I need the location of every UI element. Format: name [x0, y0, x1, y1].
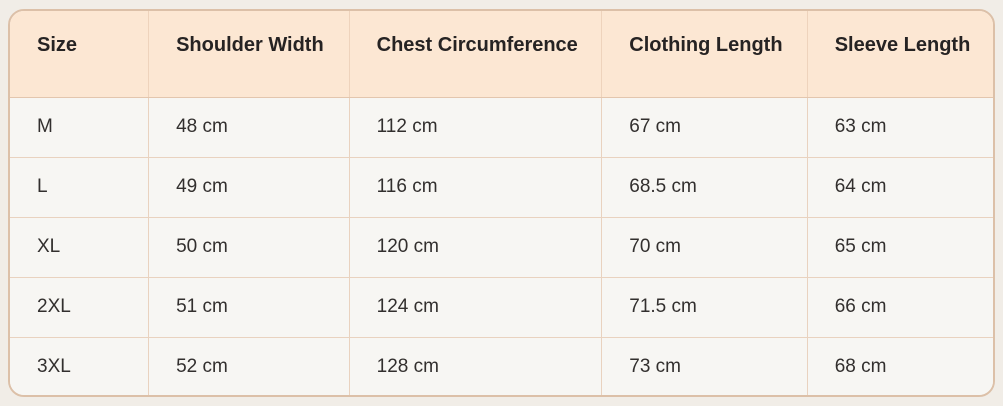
- measurement-cell: 68 cm: [807, 337, 993, 395]
- size-chart: Size Shoulder Width Chest Circumference Clo…: [8, 9, 995, 397]
- column-header: Sleeve Length: [807, 11, 993, 98]
- measurement-cell: 120 cm: [349, 217, 603, 278]
- table-body: M 48 cm 112 cm 67 cm 63 cm L 49 cm 116 cm 68.5 c…: [10, 97, 993, 395]
- column-header: Clothing Length: [601, 11, 808, 98]
- measurement-cell: 64 cm: [807, 157, 993, 218]
- measurement-cell: 65 cm: [807, 217, 993, 278]
- size-cell: 2XL: [10, 277, 150, 338]
- size-cell: M: [10, 97, 150, 158]
- measurement-cell: 68.5 cm: [601, 157, 808, 218]
- measurement-cell: 50 cm: [148, 217, 350, 278]
- column-header: Chest Circumference: [349, 11, 603, 98]
- measurement-cell: 49 cm: [148, 157, 350, 218]
- size-cell: 3XL: [10, 337, 150, 395]
- measurement-cell: 73 cm: [601, 337, 808, 395]
- measurement-cell: 128 cm: [349, 337, 603, 395]
- size-chart-table: Size Shoulder Width Chest Circumference Clo…: [10, 11, 993, 395]
- measurement-cell: 112 cm: [349, 97, 603, 158]
- column-header: Size: [10, 11, 150, 98]
- measurement-cell: 116 cm: [349, 157, 603, 218]
- measurement-cell: 51 cm: [148, 277, 350, 338]
- table-row: 3XL 52 cm 128 cm 73 cm 68 cm: [10, 337, 993, 395]
- column-header: Shoulder Width: [148, 11, 350, 98]
- measurement-cell: 124 cm: [349, 277, 603, 338]
- table-row: M 48 cm 112 cm 67 cm 63 cm: [10, 97, 993, 158]
- table-row: L 49 cm 116 cm 68.5 cm 64 cm: [10, 157, 993, 218]
- header-row: Size Shoulder Width Chest Circumference Clo…: [10, 11, 993, 98]
- measurement-cell: 70 cm: [601, 217, 808, 278]
- table-row: XL 50 cm 120 cm 70 cm 65 cm: [10, 217, 993, 278]
- measurement-cell: 63 cm: [807, 97, 993, 158]
- size-cell: L: [10, 157, 150, 218]
- measurement-cell: 66 cm: [807, 277, 993, 338]
- measurement-cell: 48 cm: [148, 97, 350, 158]
- measurement-cell: 52 cm: [148, 337, 350, 395]
- measurement-cell: 67 cm: [601, 97, 808, 158]
- table-row: 2XL 51 cm 124 cm 71.5 cm 66 cm: [10, 277, 993, 338]
- size-cell: XL: [10, 217, 150, 278]
- measurement-cell: 71.5 cm: [601, 277, 808, 338]
